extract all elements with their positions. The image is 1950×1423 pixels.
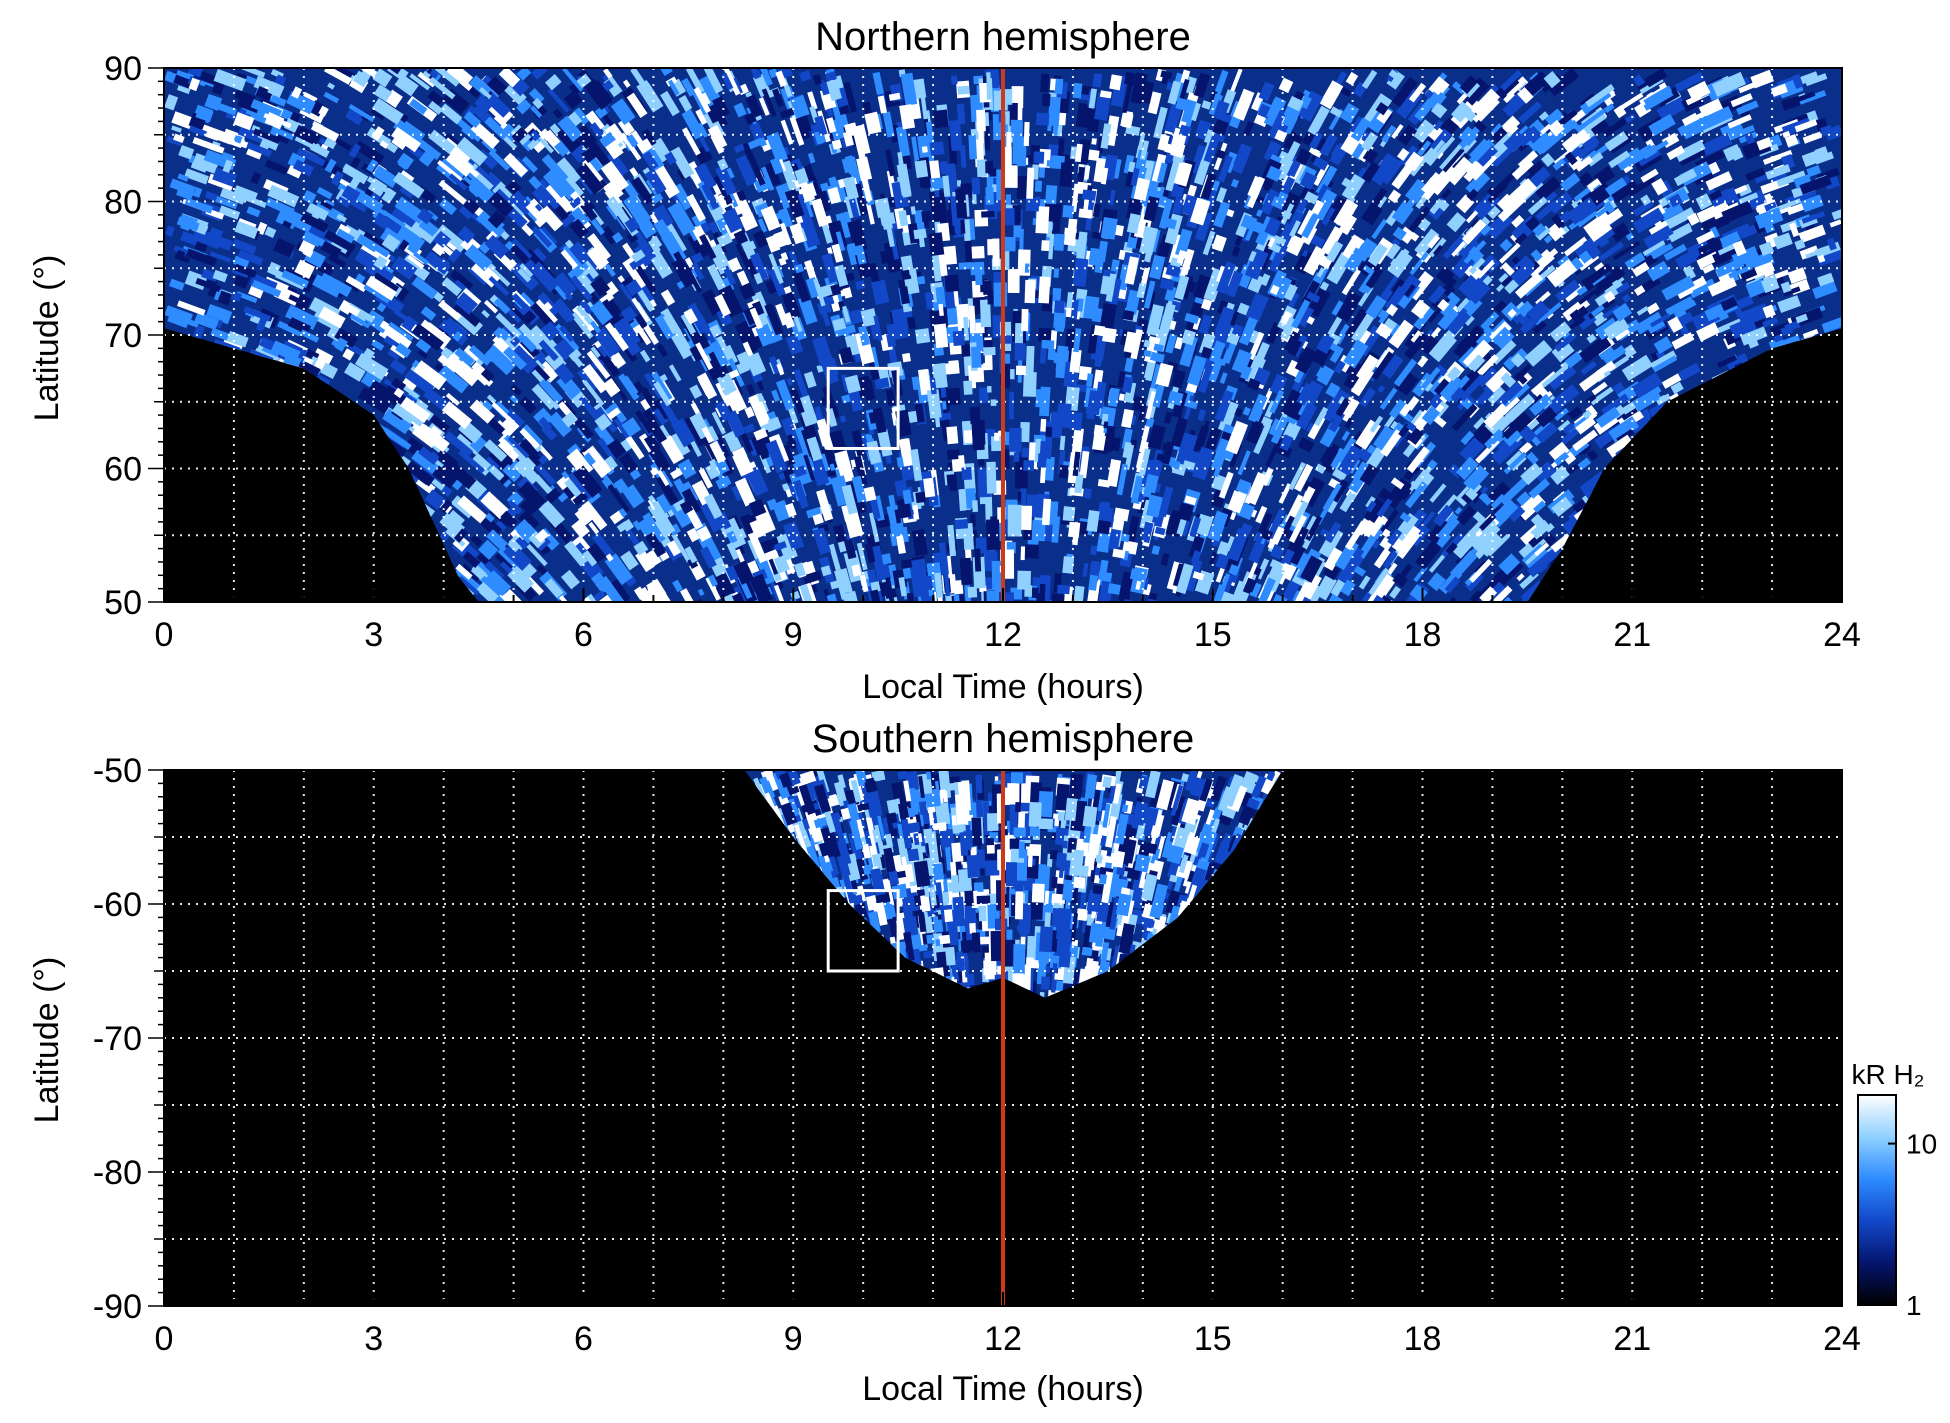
- x-tick-label: 21: [1613, 1320, 1651, 1358]
- x-tick-label: 15: [1194, 1320, 1232, 1358]
- x-axis-label: Local Time (hours): [862, 668, 1144, 706]
- x-tick-label: 24: [1823, 1320, 1861, 1358]
- grid-lines: [164, 770, 1842, 1306]
- axes: 0 3 6 9 12 15 18 21 24 50 60 70 80 90: [104, 50, 1861, 654]
- x-tick-label: 3: [364, 616, 383, 654]
- colorbar-gradient: [1857, 1094, 1897, 1306]
- x-tick-label: 18: [1404, 616, 1442, 654]
- panel-title: Southern hemisphere: [812, 717, 1194, 761]
- y-tick-label: -80: [93, 1154, 142, 1192]
- x-tick-label: 18: [1404, 1320, 1442, 1358]
- x-tick-label: 24: [1823, 616, 1861, 654]
- y-tick-label: -90: [93, 1288, 142, 1326]
- x-tick-label: 9: [784, 616, 803, 654]
- x-tick-label: 9: [784, 1320, 803, 1358]
- y-tick-label: 60: [104, 451, 142, 489]
- y-tick-label: 90: [104, 50, 142, 88]
- colorbar-unit: kR H₂: [1851, 1059, 1924, 1090]
- x-tick-label: 6: [574, 1320, 593, 1358]
- x-tick-label: 3: [364, 1320, 383, 1358]
- x-tick-label: 12: [984, 616, 1022, 654]
- x-tick-label: 0: [155, 616, 174, 654]
- colorbar-tick-label: 1: [1906, 1290, 1922, 1321]
- y-tick-label: 80: [104, 184, 142, 222]
- axes: 0 3 6 9 12 15 18 21 24 -90 -80 -70 -60 -50: [93, 752, 1861, 1358]
- y-tick-label: 50: [104, 584, 142, 622]
- y-tick-label: -70: [93, 1020, 142, 1058]
- y-axis-label: Latitude (°): [28, 957, 66, 1124]
- panel-title: Northern hemisphere: [815, 15, 1191, 59]
- y-tick-label: 70: [104, 317, 142, 355]
- northern-panel: Northern hemisphere 0 3 6 9 12 15 18 21 24 50 60 70…: [28, 15, 1861, 706]
- colorbar: kR H₂ 1 10: [1851, 1059, 1937, 1321]
- y-tick-label: -60: [93, 886, 142, 924]
- highlight-box: [826, 366, 900, 450]
- overlays: [826, 68, 1005, 602]
- x-tick-label: 6: [574, 616, 593, 654]
- overlays: [826, 770, 1005, 1306]
- x-tick-label: 21: [1613, 616, 1651, 654]
- y-axis-label: Latitude (°): [28, 255, 66, 422]
- southern-panel: Southern hemisphere 0 3 6 9 12 15 18 21 24 -90 -80…: [28, 717, 1861, 1408]
- x-tick-label: 15: [1194, 616, 1232, 654]
- y-tick-label: -50: [93, 752, 142, 790]
- x-tick-label: 0: [155, 1320, 174, 1358]
- x-tick-label: 12: [984, 1320, 1022, 1358]
- x-axis-label: Local Time (hours): [862, 1370, 1144, 1408]
- colorbar-tick-label: 10: [1906, 1129, 1937, 1160]
- highlight-box: [826, 889, 900, 973]
